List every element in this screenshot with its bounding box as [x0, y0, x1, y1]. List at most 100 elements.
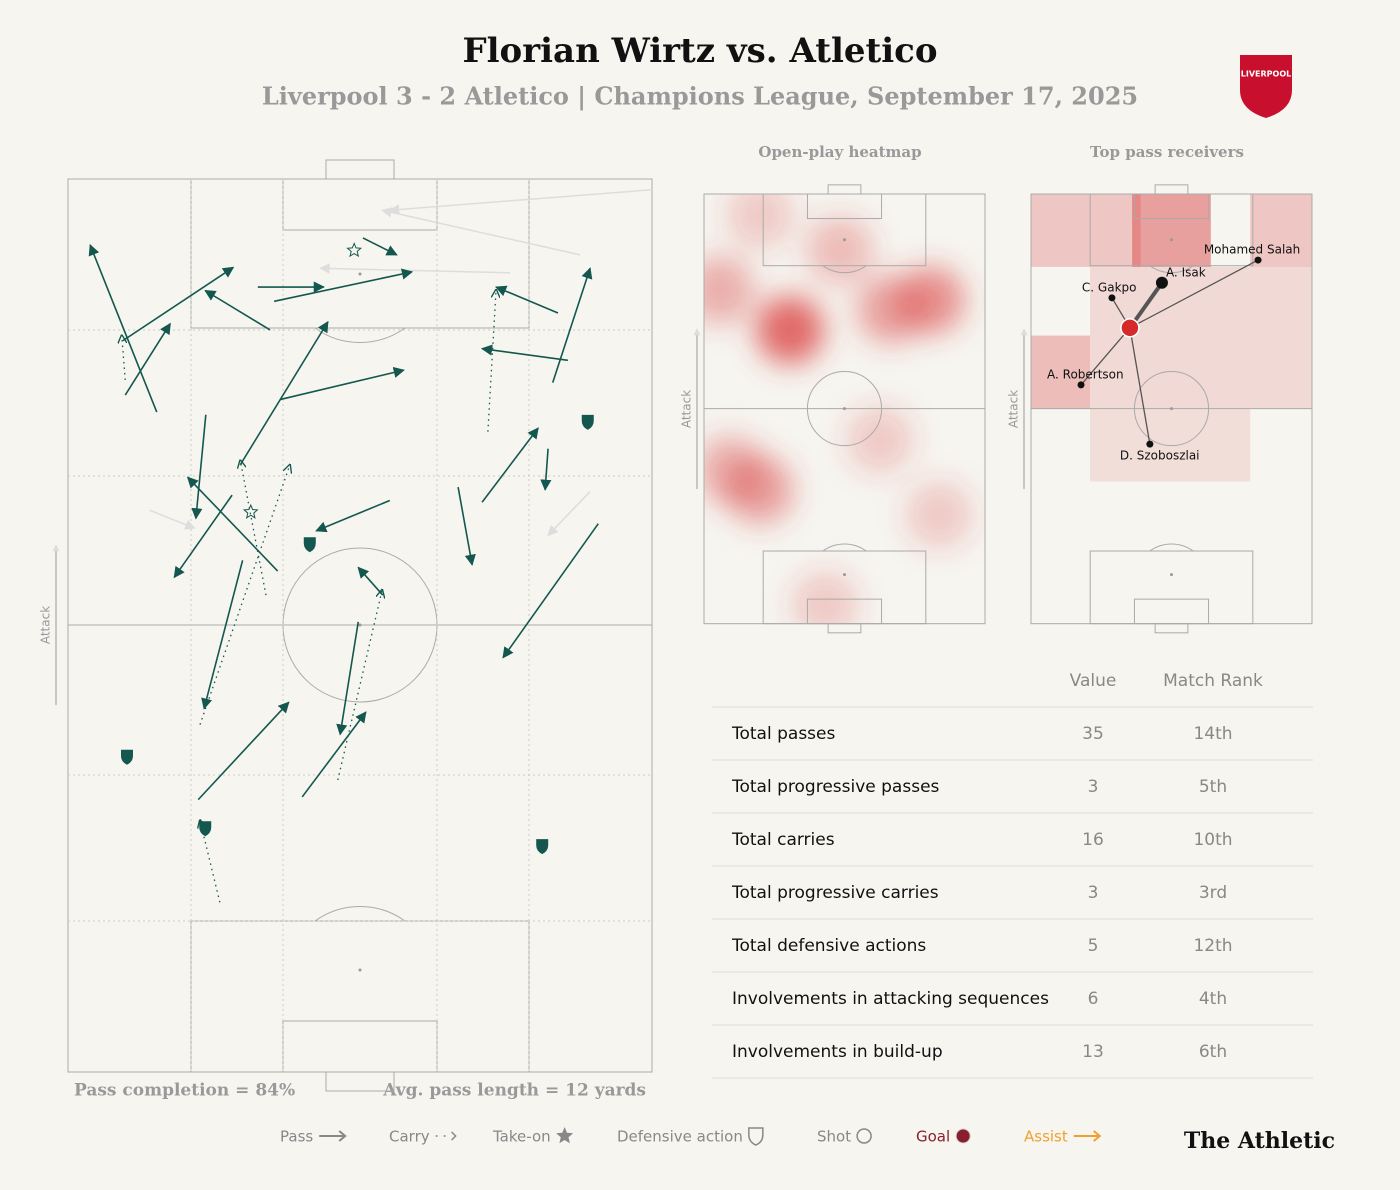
receiver-name: C. Gakpo: [1082, 280, 1137, 294]
pitch-spot: [843, 238, 846, 242]
column-header: Value: [1070, 671, 1117, 691]
row-label: Total progressive carries: [731, 883, 939, 903]
receiver-dot: [1108, 294, 1116, 302]
receiver-link: [1129, 259, 1259, 329]
zone: [1132, 194, 1211, 267]
take-on: [346, 242, 363, 258]
pass: [186, 476, 279, 572]
row-value: 3: [1088, 883, 1099, 903]
pass: [457, 486, 476, 566]
defensive-action: [303, 537, 316, 553]
failed-pass: [149, 509, 196, 530]
attack-label: Attack: [39, 606, 53, 644]
row-label: Involvements in attacking sequences: [732, 989, 1049, 1009]
legend-icon: [319, 1130, 347, 1142]
pass: [173, 494, 233, 579]
heat-blob: [904, 480, 973, 549]
pass: [540, 448, 552, 491]
heat-blob: [704, 435, 765, 504]
legend-icon: [856, 1128, 872, 1144]
carry: [487, 290, 496, 432]
pitch-line: [827, 623, 862, 634]
pass: [362, 237, 398, 256]
pitch-line: [1133, 371, 1210, 447]
pitch-line: [1149, 265, 1194, 274]
heat-blob: [845, 405, 914, 474]
row-rank: 10th: [1193, 830, 1232, 850]
pass: [336, 621, 360, 736]
legend-icon: [435, 1131, 457, 1141]
pitch-line: [1089, 550, 1254, 625]
pitch-line: [1149, 543, 1194, 552]
receivers-title: Top pass receivers: [1090, 143, 1244, 161]
receiver-link: [1129, 327, 1151, 445]
crest-text: LIVERPOOL: [1241, 70, 1291, 79]
pass: [88, 244, 158, 413]
pitch-spot: [358, 623, 362, 627]
receiver-dot: [1155, 276, 1168, 289]
pitch-line: [190, 178, 530, 329]
pitch-line: [827, 184, 862, 195]
row-rank: 5th: [1199, 777, 1227, 797]
row-value: 3: [1088, 777, 1099, 797]
pass: [357, 566, 384, 596]
pitch-line: [282, 1020, 438, 1073]
pass: [480, 344, 569, 362]
pitch-spot: [843, 573, 846, 577]
pitch-line: [325, 1071, 395, 1092]
pitch-spot: [1170, 573, 1173, 577]
row-value: 13: [1082, 1042, 1104, 1062]
row-label: Total passes: [731, 724, 835, 744]
defensive-action: [120, 749, 133, 765]
receiver-dot: [1254, 256, 1262, 264]
receiver-name: D. Szoboszlai: [1120, 449, 1200, 463]
defensive-action: [581, 414, 594, 430]
row-rank: 6th: [1199, 1042, 1227, 1062]
zone: [1031, 194, 1091, 267]
receiver-name: A. Isak: [1166, 265, 1206, 279]
crest: LIVERPOOL: [1240, 55, 1292, 118]
legend-label: Defensive action: [617, 1128, 743, 1146]
receiver-name: A. Robertson: [1047, 367, 1124, 381]
pitch-line: [314, 327, 406, 344]
pass: [481, 427, 539, 503]
player-origin: [1120, 318, 1140, 338]
row-label: Total defensive actions: [731, 936, 926, 956]
pitch-spot: [1170, 238, 1173, 242]
legend-label: Assist: [1024, 1128, 1068, 1146]
carry: [122, 335, 126, 380]
legend-icon: [556, 1127, 574, 1144]
avg-pass-length: Avg. pass length = 12 yards: [382, 1081, 646, 1101]
pass: [551, 267, 593, 383]
failed-pass: [547, 491, 591, 537]
row-rank: 4th: [1199, 989, 1227, 1009]
legend-icon: [955, 1128, 971, 1144]
brand: The Athletic: [1184, 1128, 1335, 1154]
pass: [315, 499, 391, 533]
zone: [1090, 194, 1141, 267]
legend-label: Goal: [916, 1128, 950, 1146]
zone: [1090, 408, 1251, 482]
row-rank: 3rd: [1199, 883, 1227, 903]
row-rank: 14th: [1193, 724, 1232, 744]
pitch-line: [822, 543, 867, 552]
legend-icon: [748, 1127, 764, 1146]
carry: [240, 460, 267, 596]
pitch-line: [822, 265, 867, 274]
row-value: 35: [1082, 724, 1104, 744]
pass: [495, 285, 559, 314]
attack-label: Attack: [1007, 390, 1021, 428]
heat-blob: [755, 295, 824, 364]
pitch-line: [1133, 598, 1210, 625]
row-rank: 12th: [1193, 936, 1232, 956]
heat-blob: [725, 194, 794, 250]
receiver-name: Mohamed Salah: [1204, 243, 1300, 257]
heat-blob: [704, 256, 755, 325]
pass: [301, 711, 367, 798]
attack-label: Attack: [680, 390, 694, 428]
pass: [124, 322, 171, 396]
defensive-action: [536, 839, 549, 855]
failed-pass: [388, 188, 653, 215]
subtitle: Liverpool 3 - 2 Atletico | Champions Lea…: [262, 82, 1138, 111]
